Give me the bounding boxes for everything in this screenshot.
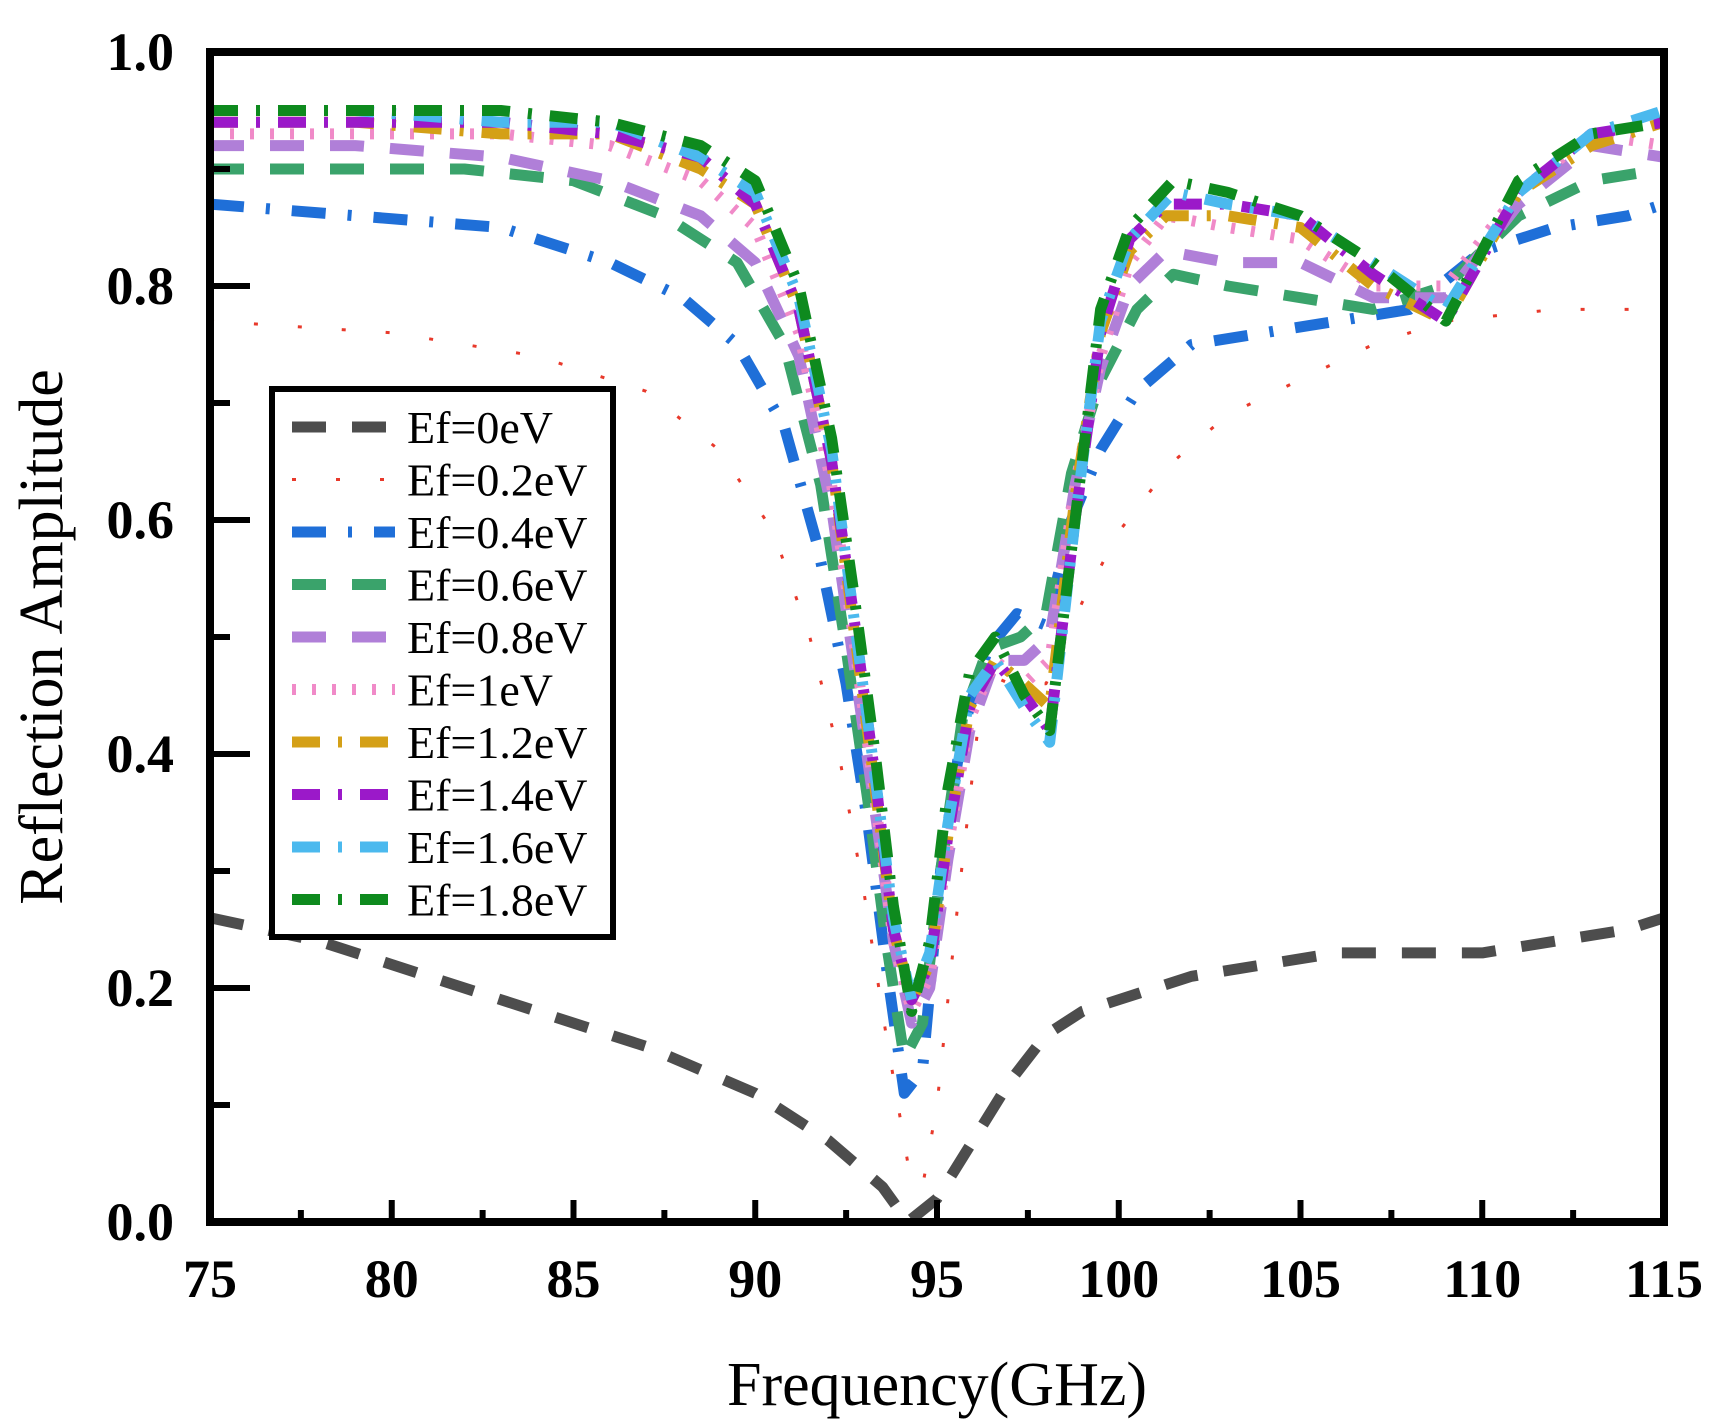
- series-line-ef-1-4ev: [210, 116, 1665, 1006]
- x-tick-label: 105: [1260, 1249, 1341, 1309]
- y-tick-label: 0.4: [107, 724, 175, 784]
- y-tick-label: 0.2: [107, 958, 175, 1018]
- legend-label: Ef=0.6eV: [407, 560, 588, 611]
- series-line-ef-0ev: [208, 912, 1666, 1228]
- series-line-ef-0-2ev: [209, 307, 1664, 1189]
- x-tick-label: 100: [1078, 1249, 1159, 1309]
- x-tick-label: 110: [1443, 1249, 1521, 1309]
- x-tick-label: 80: [365, 1249, 419, 1309]
- legend-items: Ef=0eVEf=0.2eVEf=0.4eVEf=0.6eVEf=0.8eVEf…: [292, 402, 588, 926]
- legend-label: Ef=1eV: [407, 665, 553, 716]
- legend-label: Ef=0eV: [407, 402, 553, 453]
- x-tick-label: 75: [183, 1249, 237, 1309]
- x-tick-label: 95: [910, 1249, 964, 1309]
- legend-label: Ef=1.8eV: [407, 875, 588, 926]
- x-tick-label: 85: [547, 1249, 601, 1309]
- y-tick-label: 0.6: [107, 490, 175, 550]
- x-axis-title: Frequency(GHz): [727, 1351, 1147, 1419]
- legend-label: Ef=1.2eV: [407, 717, 588, 768]
- y-tick-label: 0.8: [107, 256, 175, 316]
- legend: Ef=0eVEf=0.2eVEf=0.4eVEf=0.6eVEf=0.8eVEf…: [269, 386, 616, 940]
- legend-label: Ef=0.4eV: [407, 507, 588, 558]
- y-tick-label: 0.0: [107, 1192, 175, 1252]
- y-tick-label: 1.0: [107, 22, 175, 82]
- x-tick-label: 90: [728, 1249, 782, 1309]
- series-layer: [208, 105, 1666, 1228]
- legend-box: [269, 386, 616, 940]
- legend-label: Ef=1.4eV: [407, 770, 588, 821]
- legend-label: Ef=0.8eV: [407, 612, 588, 663]
- legend-label: Ef=1.6eV: [407, 822, 588, 873]
- ticks-layer: 75 80 85 90 95 100 105 110 115 0.0 0.2 0.4 0.6 0.8 1.0: [107, 22, 1704, 1309]
- y-axis-title: Reflection Amplitude: [8, 369, 76, 905]
- legend-label: Ef=0.2eV: [407, 455, 588, 506]
- x-tick-label: 115: [1625, 1249, 1703, 1309]
